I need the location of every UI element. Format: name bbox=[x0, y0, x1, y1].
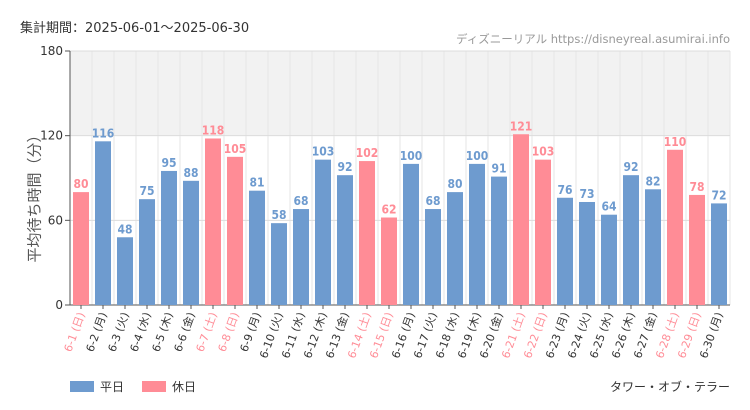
bar bbox=[667, 149, 683, 305]
legend-swatch-holiday bbox=[142, 381, 167, 392]
y-tick-label: 60 bbox=[48, 213, 63, 227]
bar bbox=[359, 161, 375, 305]
bar bbox=[117, 237, 133, 305]
bar-value-label: 100 bbox=[400, 149, 423, 163]
legend-item-weekday[interactable]: 平日 bbox=[70, 378, 124, 395]
bar-value-label: 110 bbox=[664, 135, 687, 149]
bar bbox=[227, 156, 243, 305]
bar-value-label: 92 bbox=[337, 160, 352, 174]
bar-value-label: 105 bbox=[224, 142, 247, 156]
y-tick-label: 180 bbox=[40, 44, 63, 58]
bar bbox=[557, 197, 573, 305]
bar bbox=[337, 175, 353, 305]
bar-value-label: 103 bbox=[312, 145, 335, 159]
bar bbox=[601, 214, 617, 305]
bar bbox=[403, 163, 419, 305]
bar bbox=[447, 192, 463, 305]
bar-value-label: 72 bbox=[711, 188, 726, 202]
legend-label-holiday: 休日 bbox=[172, 380, 197, 394]
bar bbox=[579, 201, 595, 305]
bar-value-label: 88 bbox=[183, 166, 198, 180]
bar-value-label: 121 bbox=[510, 119, 533, 133]
period-label: 集計期間：2025-06-01～2025-06-30 bbox=[20, 21, 250, 36]
bar bbox=[513, 134, 529, 305]
bar-value-label: 64 bbox=[601, 200, 617, 214]
bar bbox=[623, 175, 639, 305]
legend-label-weekday: 平日 bbox=[100, 380, 125, 394]
bar-value-label: 92 bbox=[623, 160, 638, 174]
bar bbox=[425, 209, 441, 305]
legend-item-holiday[interactable]: 休日 bbox=[142, 378, 196, 395]
bar bbox=[645, 189, 661, 305]
bar bbox=[469, 163, 485, 305]
bar bbox=[95, 141, 111, 305]
bar bbox=[73, 192, 89, 305]
bar-value-label: 68 bbox=[425, 194, 440, 208]
bar bbox=[183, 180, 199, 305]
bar bbox=[293, 209, 309, 305]
bar bbox=[381, 217, 397, 305]
bar bbox=[249, 190, 265, 305]
bar-value-label: 78 bbox=[689, 180, 704, 194]
bar bbox=[689, 194, 705, 305]
bar-value-label: 76 bbox=[557, 183, 572, 197]
bar bbox=[205, 138, 221, 305]
bar-value-label: 82 bbox=[645, 174, 660, 188]
bar-value-label: 91 bbox=[491, 162, 506, 176]
bar-value-label: 75 bbox=[139, 184, 154, 198]
bar-value-label: 103 bbox=[532, 145, 555, 159]
bar-value-label: 68 bbox=[293, 194, 308, 208]
attraction-name: タワー・オブ・テラー bbox=[609, 380, 730, 394]
bar-value-label: 102 bbox=[356, 146, 379, 160]
bar bbox=[711, 203, 727, 305]
bar-value-label: 48 bbox=[117, 222, 132, 236]
bar bbox=[315, 159, 331, 305]
bar bbox=[491, 176, 507, 305]
bar-value-label: 118 bbox=[202, 123, 225, 137]
bar-value-label: 95 bbox=[161, 156, 176, 170]
bar-value-label: 73 bbox=[579, 187, 594, 201]
legend-swatch-weekday bbox=[70, 381, 94, 392]
bar-value-label: 116 bbox=[92, 126, 115, 140]
bar bbox=[161, 170, 177, 305]
bar-value-label: 62 bbox=[381, 203, 396, 217]
source-link[interactable]: ディズニーリアル https://disneyreal.asumirai.inf… bbox=[456, 32, 730, 46]
y-tick-label: 0 bbox=[55, 298, 63, 312]
bar-value-label: 80 bbox=[447, 177, 462, 191]
bar bbox=[139, 199, 155, 305]
legend: 平日 休日 bbox=[70, 378, 196, 395]
bar-value-label: 100 bbox=[466, 149, 489, 163]
bar bbox=[535, 159, 551, 305]
bar-value-label: 58 bbox=[271, 208, 286, 222]
bar bbox=[271, 223, 287, 305]
bar-value-label: 81 bbox=[249, 176, 264, 190]
y-tick-label: 120 bbox=[40, 129, 63, 143]
bar-value-label: 80 bbox=[73, 177, 88, 191]
